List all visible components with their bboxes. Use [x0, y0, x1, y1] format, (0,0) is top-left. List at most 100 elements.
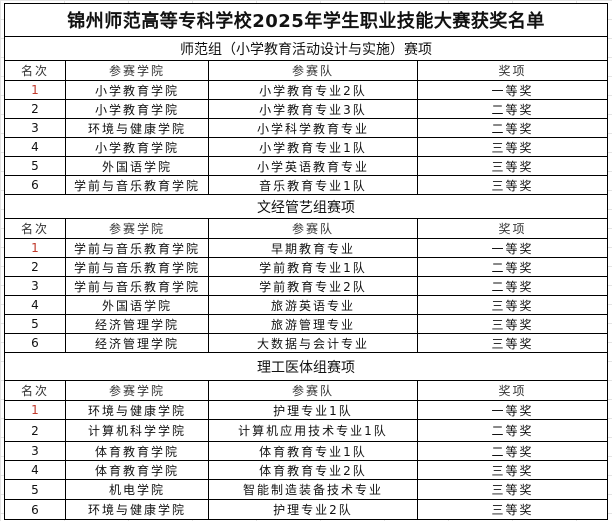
- team-cell[interactable]: 小学英语教育专业: [208, 156, 418, 176]
- award-cell[interactable]: 二等奖: [416, 257, 609, 277]
- award-cell[interactable]: 三等奖: [416, 479, 609, 500]
- college-cell[interactable]: 体育教育学院: [65, 460, 209, 480]
- table-row: 6 环境与健康学院 护理专业2队 三等奖: [4, 499, 609, 520]
- table-row: 2 计算机科学学院 计算机应用技术专业1队 二等奖: [4, 419, 609, 442]
- team-cell[interactable]: 旅游管理专业: [208, 314, 418, 334]
- table-row: 1 学前与音乐教育学院 早期教育专业 一等奖: [4, 238, 609, 258]
- column-header[interactable]: 名次: [4, 218, 66, 239]
- rank-cell[interactable]: 4: [4, 295, 66, 315]
- rank-cell[interactable]: 4: [4, 460, 66, 480]
- rank-cell[interactable]: 3: [4, 441, 66, 461]
- column-header[interactable]: 参赛队: [208, 60, 418, 81]
- table-row: 2 学前与音乐教育学院 学前教育专业1队 二等奖: [4, 257, 609, 277]
- award-cell[interactable]: 一等奖: [416, 238, 609, 258]
- team-cell[interactable]: 小学教育专业3队: [208, 99, 418, 119]
- table-row: 5 外国语学院 小学英语教育专业 三等奖: [4, 156, 609, 176]
- team-cell[interactable]: 小学教育专业1队: [208, 137, 418, 157]
- team-cell[interactable]: 护理专业2队: [208, 499, 418, 520]
- award-cell[interactable]: 二等奖: [416, 276, 609, 296]
- rank-cell[interactable]: 5: [4, 314, 66, 334]
- award-cell[interactable]: 二等奖: [416, 118, 609, 138]
- college-cell[interactable]: 学前与音乐教育学院: [65, 276, 209, 296]
- rank-cell[interactable]: 2: [4, 99, 66, 119]
- column-header[interactable]: 奖项: [416, 380, 609, 401]
- team-cell[interactable]: 护理专业1队: [208, 400, 418, 420]
- college-cell[interactable]: 计算机科学学院: [65, 419, 209, 442]
- award-cell[interactable]: 三等奖: [416, 314, 609, 334]
- award-cell[interactable]: 三等奖: [416, 175, 609, 195]
- award-table: 锦州师范高等专科学校2025年学生职业技能大赛获奖名单 师范组（小学教育活动设计…: [3, 3, 609, 520]
- team-cell[interactable]: 小学教育专业2队: [208, 80, 418, 100]
- team-cell[interactable]: 音乐教育专业1队: [208, 175, 418, 195]
- college-cell[interactable]: 外国语学院: [65, 156, 209, 176]
- college-cell[interactable]: 学前与音乐教育学院: [65, 175, 209, 195]
- column-header[interactable]: 名次: [4, 60, 66, 81]
- award-cell[interactable]: 三等奖: [416, 137, 609, 157]
- rank-cell[interactable]: 1: [4, 238, 66, 258]
- table-row: 6 学前与音乐教育学院 音乐教育专业1队 三等奖: [4, 175, 609, 195]
- column-header[interactable]: 奖项: [416, 60, 609, 81]
- rank-cell[interactable]: 5: [4, 479, 66, 500]
- table-row: 4 体育教育学院 体育教育专业2队 三等奖: [4, 460, 609, 480]
- award-cell[interactable]: 二等奖: [416, 99, 609, 119]
- college-cell[interactable]: 经济管理学院: [65, 333, 209, 353]
- award-cell[interactable]: 三等奖: [416, 333, 609, 353]
- award-cell[interactable]: 三等奖: [416, 499, 609, 520]
- team-cell[interactable]: 计算机应用技术专业1队: [208, 419, 418, 442]
- rank-cell[interactable]: 2: [4, 257, 66, 277]
- rank-cell[interactable]: 4: [4, 137, 66, 157]
- column-header[interactable]: 参赛队: [208, 380, 418, 401]
- column-header[interactable]: 参赛学院: [65, 380, 209, 401]
- team-cell[interactable]: 早期教育专业: [208, 238, 418, 258]
- team-cell[interactable]: 旅游英语专业: [208, 295, 418, 315]
- rank-cell[interactable]: 5: [4, 156, 66, 176]
- team-cell[interactable]: 小学科学教育专业: [208, 118, 418, 138]
- college-cell[interactable]: 小学教育学院: [65, 99, 209, 119]
- rank-cell[interactable]: 1: [4, 400, 66, 420]
- column-header-row: 名次 参赛学院 参赛队 奖项: [4, 218, 609, 239]
- section-title[interactable]: 理工医体组赛项: [3, 352, 609, 381]
- college-cell[interactable]: 经济管理学院: [65, 314, 209, 334]
- table-row: 1 小学教育学院 小学教育专业2队 一等奖: [4, 80, 609, 100]
- college-cell[interactable]: 外国语学院: [65, 295, 209, 315]
- rank-cell[interactable]: 3: [4, 118, 66, 138]
- college-cell[interactable]: 环境与健康学院: [65, 400, 209, 420]
- college-cell[interactable]: 环境与健康学院: [65, 499, 209, 520]
- column-header[interactable]: 参赛队: [208, 218, 418, 239]
- column-header[interactable]: 参赛学院: [65, 60, 209, 81]
- award-cell[interactable]: 一等奖: [416, 400, 609, 420]
- table-row: 6 经济管理学院 大数据与会计专业 三等奖: [4, 333, 609, 353]
- section-title[interactable]: 文经管艺组赛项: [3, 194, 609, 219]
- rank-cell[interactable]: 1: [4, 80, 66, 100]
- rank-cell[interactable]: 6: [4, 333, 66, 353]
- award-cell[interactable]: 二等奖: [416, 419, 609, 442]
- column-header[interactable]: 名次: [4, 380, 66, 401]
- rank-cell[interactable]: 2: [4, 419, 66, 442]
- team-cell[interactable]: 大数据与会计专业: [208, 333, 418, 353]
- award-cell[interactable]: 三等奖: [416, 156, 609, 176]
- college-cell[interactable]: 小学教育学院: [65, 137, 209, 157]
- team-cell[interactable]: 体育教育专业2队: [208, 460, 418, 480]
- section-title[interactable]: 师范组（小学教育活动设计与实施）赛项: [3, 36, 609, 61]
- page-title[interactable]: 锦州师范高等专科学校2025年学生职业技能大赛获奖名单: [3, 3, 609, 37]
- column-header[interactable]: 参赛学院: [65, 218, 209, 239]
- title-row: 锦州师范高等专科学校2025年学生职业技能大赛获奖名单: [3, 3, 609, 37]
- college-cell[interactable]: 机电学院: [65, 479, 209, 500]
- award-cell[interactable]: 三等奖: [416, 460, 609, 480]
- award-cell[interactable]: 三等奖: [416, 295, 609, 315]
- column-header[interactable]: 奖项: [416, 218, 609, 239]
- rank-cell[interactable]: 6: [4, 499, 66, 520]
- award-cell[interactable]: 二等奖: [416, 441, 609, 461]
- award-cell[interactable]: 一等奖: [416, 80, 609, 100]
- rank-cell[interactable]: 3: [4, 276, 66, 296]
- college-cell[interactable]: 环境与健康学院: [65, 118, 209, 138]
- rank-cell[interactable]: 6: [4, 175, 66, 195]
- team-cell[interactable]: 体育教育专业1队: [208, 441, 418, 461]
- team-cell[interactable]: 学前教育专业1队: [208, 257, 418, 277]
- college-cell[interactable]: 学前与音乐教育学院: [65, 238, 209, 258]
- team-cell[interactable]: 智能制造装备技术专业: [208, 479, 418, 500]
- college-cell[interactable]: 小学教育学院: [65, 80, 209, 100]
- team-cell[interactable]: 学前教育专业2队: [208, 276, 418, 296]
- college-cell[interactable]: 学前与音乐教育学院: [65, 257, 209, 277]
- college-cell[interactable]: 体育教育学院: [65, 441, 209, 461]
